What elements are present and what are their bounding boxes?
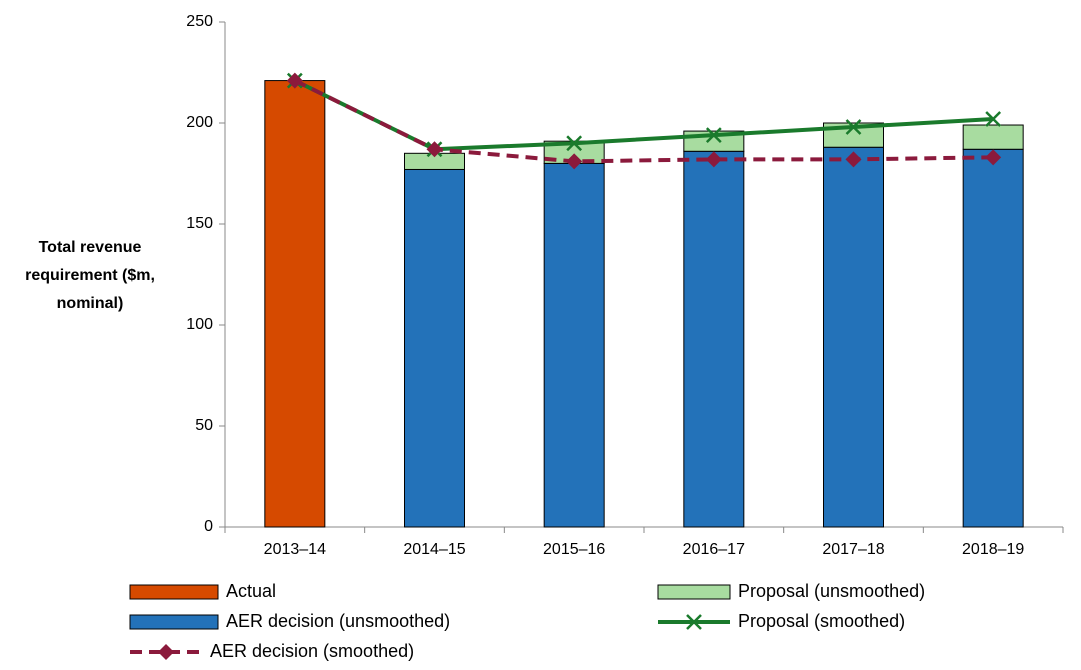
bar: [962, 148, 1024, 528]
line: [293, 78, 994, 152]
line-marker: [286, 72, 303, 89]
line-marker: [845, 151, 862, 168]
line-marker: [426, 141, 443, 158]
legend-swatch: [129, 584, 219, 600]
legend-swatch: [129, 614, 219, 630]
line-marker: [985, 149, 1002, 166]
y-tick-label: 100: [186, 316, 213, 333]
legend-label: AER decision (smoothed): [210, 641, 414, 661]
y-tick-label: 200: [186, 114, 213, 131]
y-axis-label: Total revenue requirement ($m, nominal): [25, 239, 155, 312]
legend-marker: [158, 644, 174, 660]
x-tick-label: 2016–17: [683, 541, 745, 558]
legend-label: Actual: [226, 581, 276, 601]
bar: [962, 124, 1024, 150]
legend-label: Proposal (unsmoothed): [738, 581, 925, 601]
x-tick-label: 2017–18: [822, 541, 884, 558]
line-marker: [845, 119, 862, 135]
y-tick-label: 0: [204, 518, 213, 535]
legend-label: AER decision (unsmoothed): [226, 611, 450, 631]
bar: [404, 168, 465, 528]
line-marker: [705, 127, 722, 144]
bar: [264, 80, 326, 528]
line: [293, 78, 994, 164]
y-tick-label: 50: [195, 417, 213, 434]
x-tick-label: 2013–14: [264, 541, 326, 558]
line-marker: [566, 135, 583, 152]
bar: [543, 162, 605, 528]
x-tick-label: 2014–15: [403, 541, 465, 558]
legend-label: Proposal (smoothed): [738, 611, 905, 631]
bar: [823, 146, 884, 528]
line-marker: [985, 111, 1002, 127]
legend-swatch: [657, 584, 731, 600]
y-tick-label: 250: [186, 13, 213, 30]
y-tick-label: 150: [186, 215, 213, 232]
line-marker: [705, 151, 722, 168]
bar: [683, 150, 745, 528]
legend-marker: [686, 614, 702, 630]
line-marker: [566, 153, 583, 170]
x-tick-label: 2015–16: [543, 541, 605, 558]
x-tick-label: 2018–19: [962, 541, 1024, 558]
